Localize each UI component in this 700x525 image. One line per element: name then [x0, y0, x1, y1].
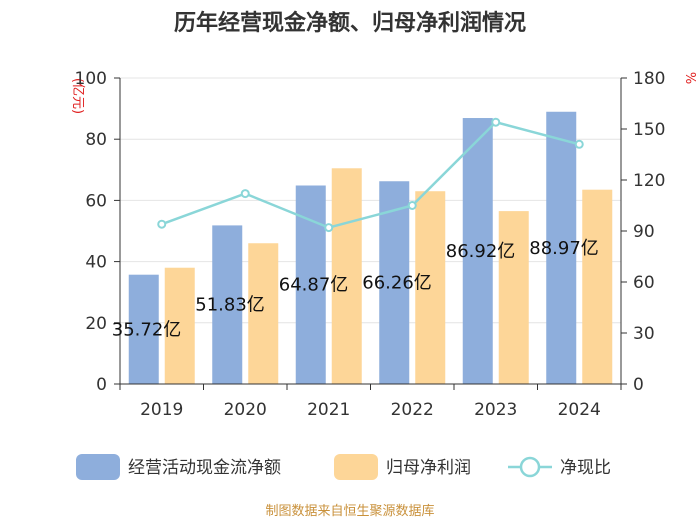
ratio-line	[157, 117, 584, 233]
cashflow-bar	[295, 185, 326, 384]
cashflow-bar	[546, 111, 577, 384]
right-axis-tick-label: 0	[633, 375, 644, 395]
right-axis-tick-label: 150	[633, 120, 665, 140]
legend-profit-label: 归母净利润	[386, 458, 471, 478]
right-axis-tick-label: 180	[633, 69, 665, 89]
left-axis-tick-label: 20	[85, 314, 107, 334]
x-axis-tick-label: 2023	[474, 400, 517, 420]
net-profit-bar	[498, 211, 529, 384]
bar-value-label-clip: 88.97亿	[529, 238, 599, 259]
bar-value-label: 64.87亿	[279, 275, 349, 296]
cashflow-bar	[128, 274, 159, 384]
bar-value-label-clip: 66.26亿	[362, 273, 432, 294]
bar-value-label-clip: 64.87亿	[279, 275, 349, 296]
bar-value-label: 35.72亿	[112, 319, 182, 340]
axes: 0 20 40 60 80 100 0 30 60 90 120 150 180 2019 2020 2021…	[75, 69, 666, 420]
right-axis-tick-label: 30	[633, 324, 655, 344]
cashflow-bar	[462, 118, 493, 384]
cashflow-bar	[379, 181, 410, 384]
ratio-line-path	[161, 120, 580, 229]
legend-cashflow-label: 经营活动现金流净额	[128, 458, 281, 478]
ratio-point	[157, 219, 167, 229]
bar-value-label: 86.92亿	[446, 241, 516, 262]
right-axis-tick-label: 60	[633, 273, 655, 293]
net-profit-bar	[331, 168, 362, 384]
source-note: 制图数据来自恒生聚源数据库	[265, 503, 434, 519]
x-axis-tick-label: 2019	[140, 400, 183, 420]
ratio-point	[407, 201, 417, 210]
right-axis-tick-label: 120	[633, 171, 665, 191]
bar-value-label-clip: 51.83亿	[195, 295, 265, 316]
bars	[128, 111, 613, 384]
bar-value-label: 51.83亿	[195, 295, 265, 316]
ratio-point	[574, 139, 584, 149]
ratio-point	[240, 189, 250, 199]
legend: 经营活动现金流净额 归母净利润 净现比	[76, 454, 611, 480]
bar-value-label: 88.97亿	[529, 238, 599, 259]
bar-value-label-clip: 86.92亿	[446, 241, 516, 262]
left-axis-tick-label: 100	[75, 69, 107, 89]
ratio-point	[324, 223, 334, 233]
left-axis-tick-label: 40	[85, 253, 107, 273]
data-labels: 35.72亿 51.83亿 64.87亿 66.26亿 86.92亿 88.97亿	[112, 238, 599, 340]
net-profit-bar	[164, 267, 195, 384]
legend-ratio-label: 净现比	[560, 458, 611, 478]
bar-value-label-clip: 35.72亿	[112, 319, 182, 340]
cashflow-bar	[212, 225, 243, 384]
x-axis-tick-label: 2024	[558, 400, 601, 420]
legend-cashflow-swatch	[76, 454, 120, 480]
legend-profit-swatch	[334, 454, 378, 480]
left-axis-tick-label: 80	[85, 130, 107, 150]
bar-value-label: 66.26亿	[362, 273, 432, 294]
left-axis-tick-label: 60	[85, 191, 107, 211]
net-profit-bar	[415, 191, 446, 384]
chart-title: 历年经营现金净额、归母净利润情况	[174, 10, 526, 36]
right-axis-unit: %	[682, 72, 697, 84]
x-axis-tick-label: 2021	[307, 400, 350, 420]
x-axis-tick-label: 2022	[391, 400, 434, 420]
net-profit-bar	[582, 189, 613, 384]
legend-ratio-marker	[519, 456, 541, 478]
right-axis-tick-label: 90	[633, 222, 655, 242]
gridlines	[120, 77, 621, 324]
left-axis-unit: (亿元)	[70, 78, 85, 114]
net-profit-bar	[248, 243, 279, 384]
x-axis-tick-label: 2020	[224, 400, 267, 420]
left-axis-tick-label: 0	[96, 375, 107, 395]
ratio-point	[491, 117, 501, 127]
